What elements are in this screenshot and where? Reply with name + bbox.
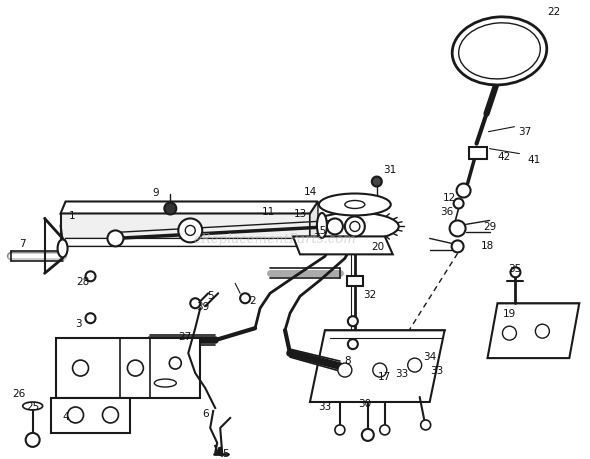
Circle shape [169,357,181,369]
Text: eReplacementParts.com: eReplacementParts.com [194,232,356,246]
Circle shape [86,272,96,282]
Text: 8: 8 [345,355,351,365]
Polygon shape [487,303,579,358]
Ellipse shape [58,240,68,258]
Text: 3: 3 [76,319,82,329]
Circle shape [451,241,464,253]
Bar [51,398,130,433]
Polygon shape [61,239,318,247]
Text: 7: 7 [19,239,26,249]
Text: 36: 36 [440,207,453,217]
Text: 34: 34 [423,351,436,361]
Text: 22: 22 [548,7,561,17]
Text: 1: 1 [69,211,76,221]
Circle shape [457,184,471,198]
Text: 20: 20 [371,242,384,252]
Circle shape [348,317,358,326]
Ellipse shape [311,213,399,241]
Polygon shape [61,202,318,214]
Polygon shape [310,202,318,247]
Text: 17: 17 [378,371,391,381]
Circle shape [494,75,504,84]
Polygon shape [61,214,310,247]
Bar [468,147,487,159]
Text: 11: 11 [261,207,275,217]
Text: 29: 29 [483,222,496,232]
Text: 4: 4 [63,411,69,421]
Circle shape [73,360,88,376]
Circle shape [372,177,382,187]
Text: 41: 41 [528,154,541,164]
Text: 26: 26 [12,388,25,398]
Text: 5: 5 [222,448,228,458]
Circle shape [510,268,520,278]
Circle shape [327,219,343,235]
Text: 33: 33 [430,365,443,375]
Text: 27: 27 [179,331,192,341]
Circle shape [107,231,123,247]
Circle shape [127,360,143,376]
Polygon shape [310,330,445,402]
Text: 33: 33 [318,401,332,411]
Text: 5: 5 [207,291,214,301]
Circle shape [348,339,358,349]
Circle shape [408,358,422,372]
Text: 25: 25 [26,401,40,411]
Text: 31: 31 [383,164,396,174]
Circle shape [240,294,250,303]
Ellipse shape [22,402,42,410]
Circle shape [454,199,464,209]
Text: 42: 42 [498,151,511,161]
Circle shape [68,407,84,423]
Text: 32: 32 [363,290,376,300]
Ellipse shape [345,201,365,209]
Circle shape [335,425,345,435]
Circle shape [350,222,360,232]
Ellipse shape [155,379,176,387]
Text: 35: 35 [508,264,521,274]
Text: 13: 13 [293,209,307,219]
Circle shape [503,326,516,341]
Text: 12: 12 [443,192,456,202]
Text: 18: 18 [481,241,494,251]
Bar [347,277,363,287]
Circle shape [86,313,96,324]
Ellipse shape [452,18,547,86]
Text: 39: 39 [196,302,210,312]
Circle shape [190,299,200,308]
Text: 30: 30 [358,398,371,408]
Circle shape [338,363,352,377]
Circle shape [185,226,195,236]
Text: 15: 15 [313,226,326,236]
Circle shape [450,221,466,237]
Text: 2: 2 [249,296,255,306]
Ellipse shape [458,24,540,80]
Bar [55,338,200,398]
Circle shape [373,363,387,377]
Circle shape [380,425,390,435]
Circle shape [165,203,176,215]
Text: 19: 19 [503,308,516,319]
Text: 6: 6 [202,408,208,418]
Circle shape [345,217,365,237]
Text: 28: 28 [76,277,89,287]
Circle shape [178,219,202,243]
Circle shape [535,325,549,338]
Text: 9: 9 [152,187,159,197]
Polygon shape [293,237,393,255]
Ellipse shape [319,194,391,216]
Circle shape [26,433,40,447]
Circle shape [362,429,374,441]
Text: 37: 37 [518,126,531,136]
Text: 33: 33 [395,368,408,378]
Circle shape [421,420,431,430]
Circle shape [103,407,119,423]
Text: 14: 14 [303,186,317,196]
Ellipse shape [317,213,327,238]
